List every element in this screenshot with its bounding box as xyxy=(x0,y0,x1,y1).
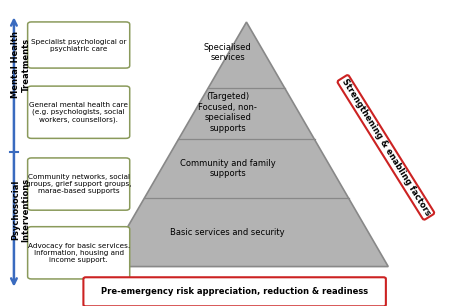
Text: Community and family
supports: Community and family supports xyxy=(180,159,275,178)
Text: Basic services and security: Basic services and security xyxy=(170,228,285,237)
Text: Specialised
services: Specialised services xyxy=(204,43,251,62)
Polygon shape xyxy=(105,22,388,266)
FancyBboxPatch shape xyxy=(27,158,130,210)
Text: Mental Health
Treatments: Mental Health Treatments xyxy=(11,31,31,98)
Text: Community networks, social
groups, grief support groups,
marae-based supports: Community networks, social groups, grief… xyxy=(26,174,131,194)
Text: Pre-emergency risk appreciation, reduction & readiness: Pre-emergency risk appreciation, reducti… xyxy=(101,287,368,297)
Text: Strengthening & enabling factors: Strengthening & enabling factors xyxy=(340,77,432,217)
FancyBboxPatch shape xyxy=(27,227,130,279)
Text: Psychosocial
Interventions: Psychosocial Interventions xyxy=(11,178,31,242)
FancyBboxPatch shape xyxy=(27,86,130,138)
FancyBboxPatch shape xyxy=(83,277,386,306)
Text: Specialist psychological or
psychiatric care: Specialist psychological or psychiatric … xyxy=(31,38,127,52)
Text: General mental health care
(e.g. psychologists, social
workers, counsellors).: General mental health care (e.g. psychol… xyxy=(29,102,128,123)
Text: (Targeted)
Focused, non-
specialised
supports: (Targeted) Focused, non- specialised sup… xyxy=(198,92,257,133)
Text: Advocacy for basic services.
Information, housing and
income support.: Advocacy for basic services. Information… xyxy=(27,243,130,263)
FancyBboxPatch shape xyxy=(27,22,130,68)
